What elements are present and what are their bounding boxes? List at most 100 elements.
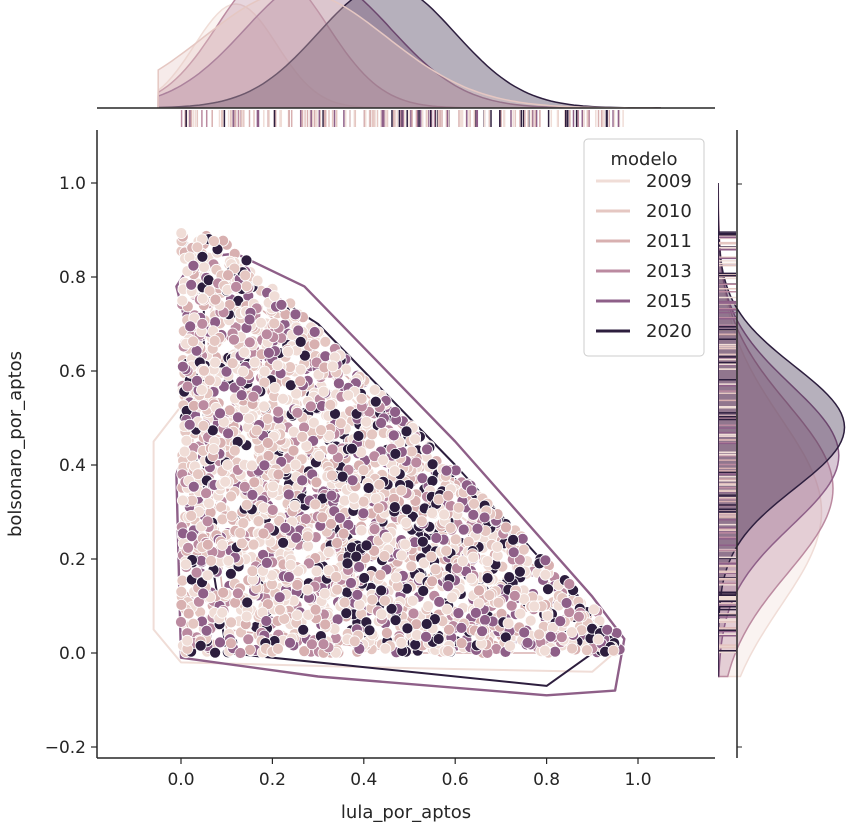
scatter-point-2010 <box>334 417 347 430</box>
scatter-point-2010 <box>191 241 204 254</box>
scatter-point-2013 <box>247 390 260 403</box>
scatter-point-2013 <box>305 638 318 651</box>
scatter-point-2011 <box>319 618 332 631</box>
scatter-point-2010 <box>449 533 462 546</box>
scatter-point-2020 <box>503 571 516 583</box>
x-axis-label: lula_por_aptos <box>341 802 471 823</box>
scatter-point-2020 <box>417 585 430 597</box>
scatter-point-2011 <box>257 527 270 540</box>
scatter-point-2020 <box>341 557 354 570</box>
scatter-point-2013 <box>197 399 210 412</box>
scatter-point-2009 <box>588 603 600 616</box>
scatter-point-2010 <box>517 543 530 556</box>
x-tick-label: 0.2 <box>259 770 286 790</box>
scatter-point-2010 <box>444 522 457 534</box>
scatter-point-2009 <box>491 541 504 553</box>
scatter-point-2011 <box>175 599 188 611</box>
scatter-point-2010 <box>429 563 442 576</box>
scatter-point-2009 <box>381 531 393 544</box>
legend-entry-label: 2010 <box>646 201 692 222</box>
scatter-point-2015 <box>549 645 561 658</box>
scatter-point-2011 <box>294 375 307 388</box>
scatter-point-2009 <box>243 412 255 425</box>
scatter-point-2015 <box>346 474 359 487</box>
scatter-point-2015 <box>222 427 235 440</box>
scatter-point-2009 <box>426 507 439 519</box>
scatter-point-2009 <box>219 475 232 488</box>
scatter-point-2020 <box>277 536 290 549</box>
scatter-point-2013 <box>326 443 339 456</box>
scatter-point-2010 <box>208 235 220 248</box>
x-tick-label: 0.0 <box>167 770 194 790</box>
scatter-point-2011 <box>500 521 512 534</box>
scatter-point-2010 <box>452 501 465 514</box>
scatter-point-2020 <box>409 638 422 651</box>
scatter-point-2015 <box>325 489 338 502</box>
scatter-point-2009 <box>368 384 381 396</box>
scatter-point-2010 <box>324 398 337 411</box>
legend-entry-label: 2020 <box>646 321 692 342</box>
scatter-point-2015 <box>421 443 433 456</box>
scatter-point-2010 <box>315 424 327 437</box>
scatter-point-2010 <box>415 515 428 528</box>
x-tick-label: 0.6 <box>442 770 469 790</box>
scatter-point-2013 <box>573 610 585 623</box>
scatter-point-2009 <box>395 549 408 562</box>
scatter-point-2013 <box>242 633 255 646</box>
y-ticks: −0.2 0.0 0.2 0.4 0.6 0.8 1.0 <box>45 174 97 758</box>
scatter-point-2011 <box>291 579 304 591</box>
scatter-point-2015 <box>452 607 465 619</box>
marginal-x-rug <box>180 110 624 127</box>
scatter-point-2010 <box>357 464 370 477</box>
x-ticks: 0.0 0.2 0.4 0.6 0.8 1.0 <box>167 758 652 790</box>
scatter-point-2015 <box>544 630 557 643</box>
scatter-point-2010 <box>355 392 368 405</box>
scatter-point-2010 <box>226 357 239 370</box>
scatter-point-2011 <box>455 637 468 649</box>
scatter-point-2015 <box>518 626 531 639</box>
scatter-point-2020 <box>400 425 413 438</box>
scatter-point-2010 <box>405 560 418 573</box>
scatter-point-2011 <box>308 338 321 351</box>
scatter-point-2020 <box>340 607 353 620</box>
scatter-point-2020 <box>297 623 310 636</box>
axes: 0.0 0.2 0.4 0.6 0.8 1.0 −0.2 0.0 0.2 0.4 0.6 0.8 1.… <box>45 130 715 790</box>
scatter-point-2020 <box>240 254 253 267</box>
scatter-point-2015 <box>433 596 446 608</box>
scatter-point-2009 <box>255 316 267 329</box>
scatter-point-2011 <box>248 476 261 489</box>
scatter-point-2010 <box>325 469 338 482</box>
scatter-point-2010 <box>319 335 332 348</box>
scatter-point-2015 <box>282 488 295 501</box>
scatter-point-2009 <box>181 634 194 647</box>
scatter-point-2009 <box>245 459 258 472</box>
legend: modelo 2009 2010 2011 2013 2015 2020 <box>583 138 705 357</box>
scatter-point-2020 <box>358 572 371 584</box>
scatter-point-2020 <box>352 430 365 442</box>
scatter-point-2009 <box>202 497 215 510</box>
scatter-point-2009 <box>201 569 214 582</box>
marginal-x-kde <box>157 0 661 108</box>
scatter-point-2010 <box>373 478 386 491</box>
scatter-point-2015 <box>375 417 388 429</box>
scatter-point-2010 <box>581 644 593 656</box>
scatter-point-2010 <box>234 527 247 539</box>
scatter-point-2011 <box>442 489 455 502</box>
scatter-point-2015 <box>469 607 482 619</box>
scatter-point-2011 <box>443 623 455 636</box>
marginal-y-rug <box>719 231 736 654</box>
scatter-point-2020 <box>388 501 401 514</box>
scatter-point-2015 <box>539 554 552 567</box>
scatter-point-2020 <box>481 572 494 584</box>
scatter-point-2010 <box>198 364 210 377</box>
scatter-point-2009 <box>539 644 551 657</box>
scatter-point-2009 <box>258 400 271 413</box>
scatter-point-2010 <box>607 644 620 657</box>
scatter-point-2015 <box>457 523 470 536</box>
scatter-point-2020 <box>507 533 519 546</box>
scatter-point-2011 <box>298 645 311 657</box>
scatter-point-2015 <box>353 561 366 573</box>
scatter-point-2015 <box>507 546 520 559</box>
scatter-point-2010 <box>274 603 286 616</box>
